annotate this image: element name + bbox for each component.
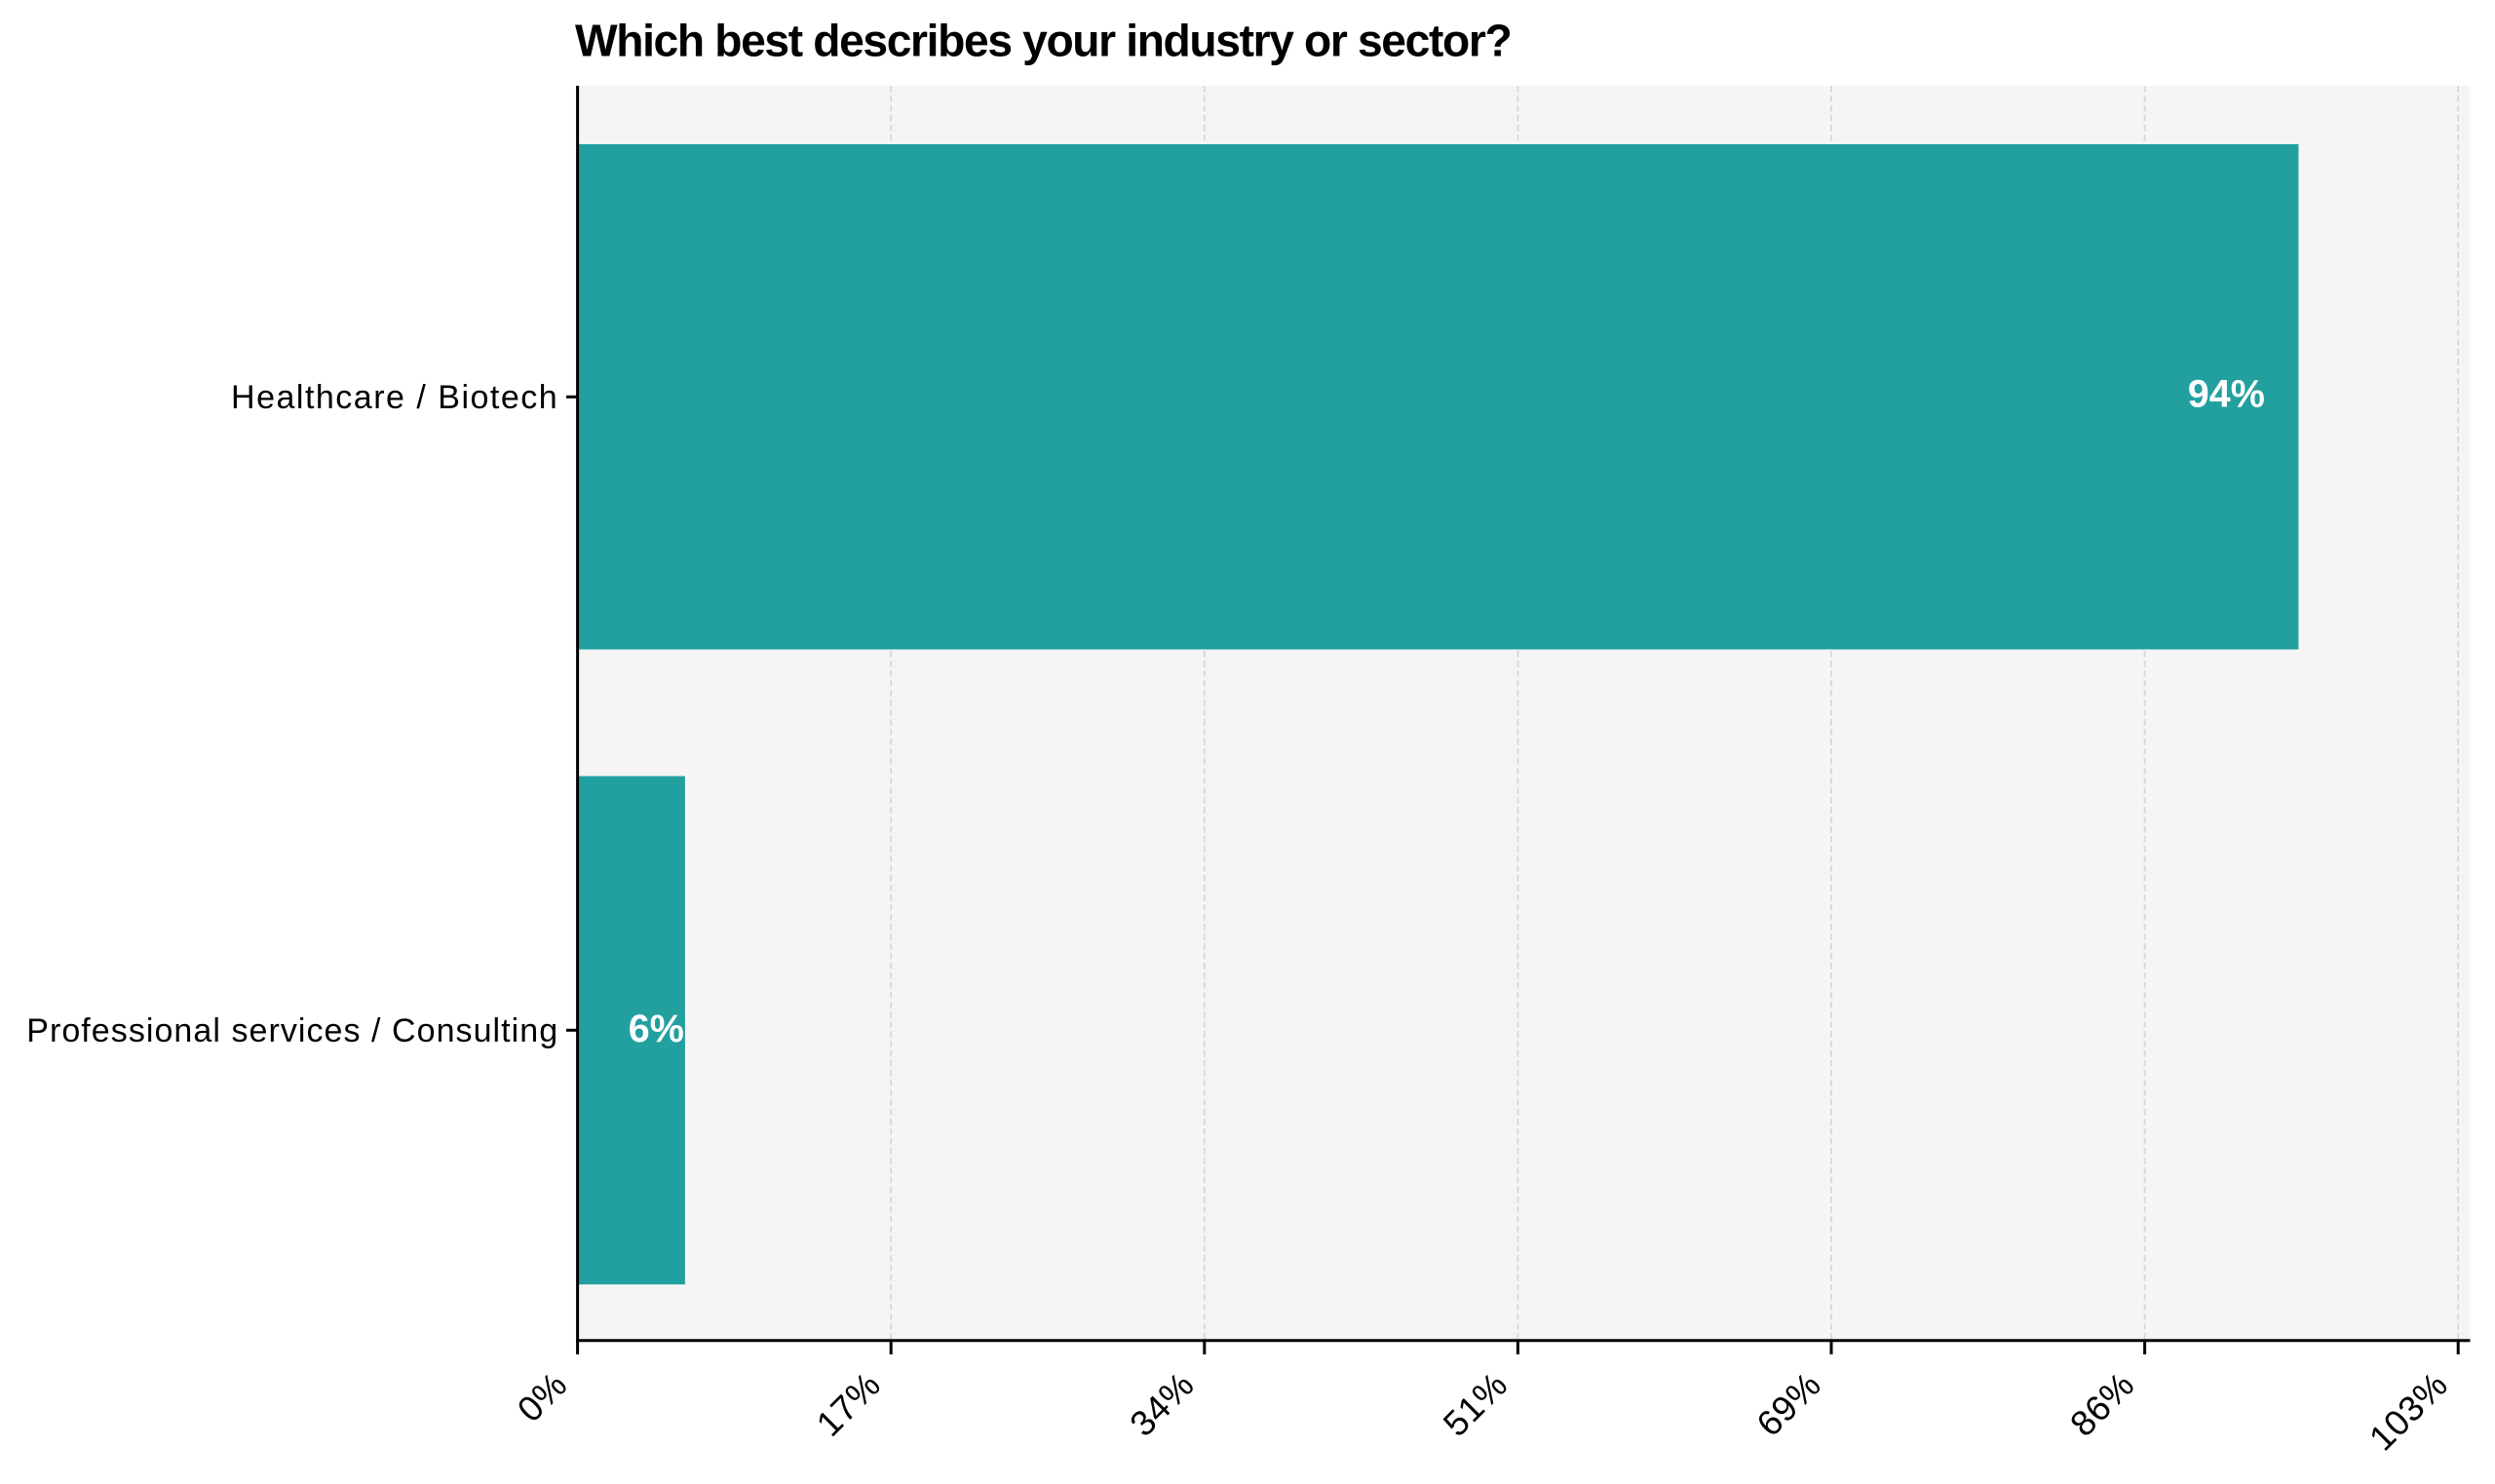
svg-text:94%: 94% [2188, 373, 2265, 416]
svg-text:Professional services / Consul: Professional services / Consulting [26, 1012, 558, 1049]
svg-text:Healthcare / Biotech: Healthcare / Biotech [231, 379, 558, 416]
svg-text:6%: 6% [629, 1008, 684, 1050]
svg-text:Which best describes your indu: Which best describes your industry or se… [575, 15, 1511, 65]
